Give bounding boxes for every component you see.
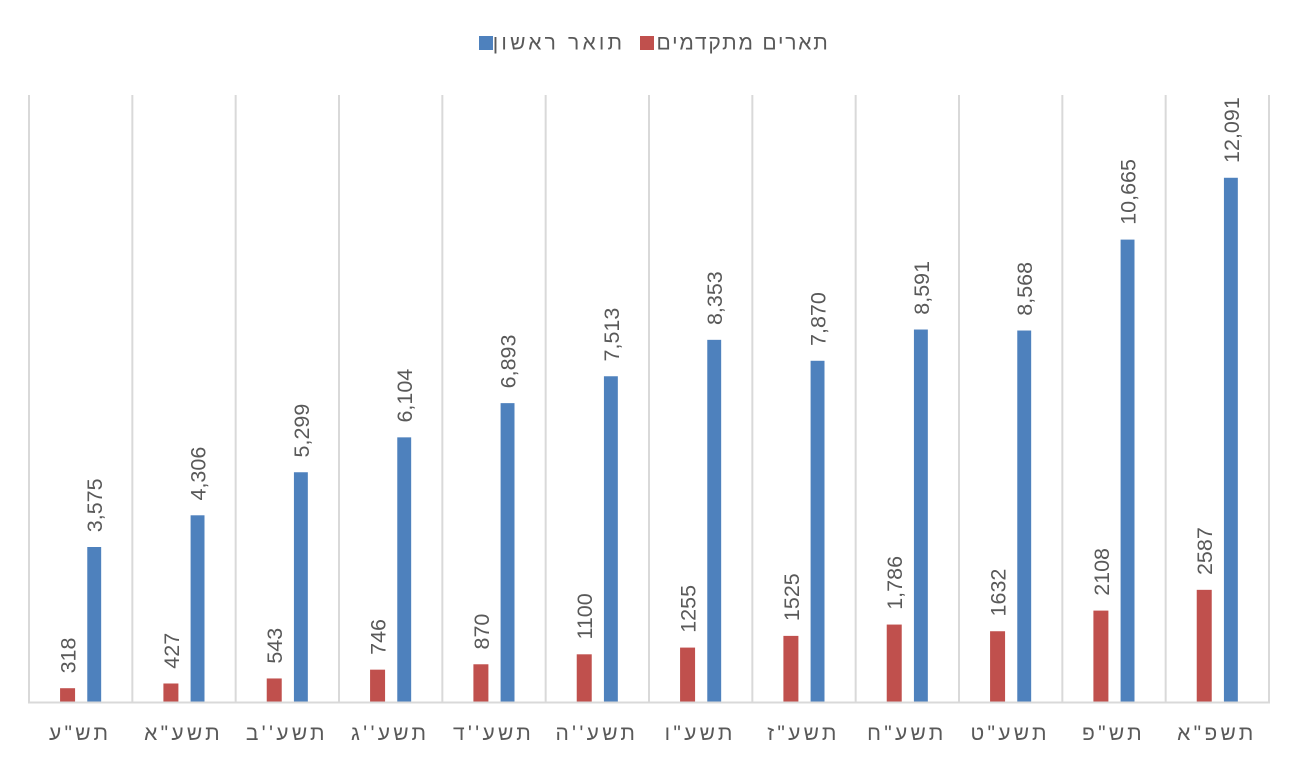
svg-text:תואר ראשון: תואר ראשון (493, 32, 625, 55)
svg-text:1525: 1525 (780, 573, 804, 621)
svg-text:תארים מתקדמים: תארים מתקדמים (656, 32, 829, 55)
svg-text:6,893: 6,893 (497, 334, 521, 388)
svg-text:6,104: 6,104 (393, 369, 417, 423)
svg-text:8,568: 8,568 (1013, 262, 1037, 316)
svg-text:870: 870 (470, 614, 494, 650)
svg-text:תש"ע: תש"ע (49, 722, 111, 745)
svg-text:8,591: 8,591 (910, 261, 934, 315)
svg-text:תשע''ב: תשע''ב (246, 722, 328, 745)
svg-text:תש"פ: תש"פ (1082, 722, 1145, 745)
svg-text:746: 746 (367, 619, 391, 655)
svg-text:7,870: 7,870 (807, 292, 831, 346)
svg-text:2587: 2587 (1193, 527, 1217, 575)
svg-text:318: 318 (57, 637, 81, 673)
svg-text:8,353: 8,353 (703, 271, 727, 325)
svg-text:12,091: 12,091 (1220, 97, 1244, 163)
svg-text:10,665: 10,665 (1117, 159, 1141, 225)
svg-text:1255: 1255 (677, 585, 701, 633)
svg-text:תשע"ט: תשע"ט (971, 722, 1050, 745)
svg-text:תשע"ח: תשע"ח (867, 722, 946, 745)
svg-text:1632: 1632 (987, 569, 1011, 617)
svg-text:תשע''ה: תשע''ה (555, 722, 638, 745)
svg-text:תשע"א: תשע"א (144, 722, 223, 745)
svg-text:543: 543 (263, 628, 287, 664)
svg-text:2108: 2108 (1090, 548, 1114, 596)
svg-text:1,786: 1,786 (883, 556, 907, 610)
svg-text:תשפ"א: תשפ"א (1177, 722, 1256, 745)
svg-text:3,575: 3,575 (83, 478, 107, 532)
svg-text:4,306: 4,306 (187, 447, 211, 501)
svg-text:תשע"ז: תשע"ז (767, 722, 839, 745)
svg-text:5,299: 5,299 (290, 404, 314, 458)
svg-text:תשע''ד: תשע''ד (453, 722, 534, 745)
svg-text:7,513: 7,513 (600, 308, 624, 362)
svg-text:427: 427 (160, 633, 184, 669)
svg-text:תשע''ג: תשע''ג (351, 722, 429, 745)
svg-text:תשע"ו: תשע"ו (665, 722, 736, 745)
svg-text:1100: 1100 (573, 593, 597, 639)
